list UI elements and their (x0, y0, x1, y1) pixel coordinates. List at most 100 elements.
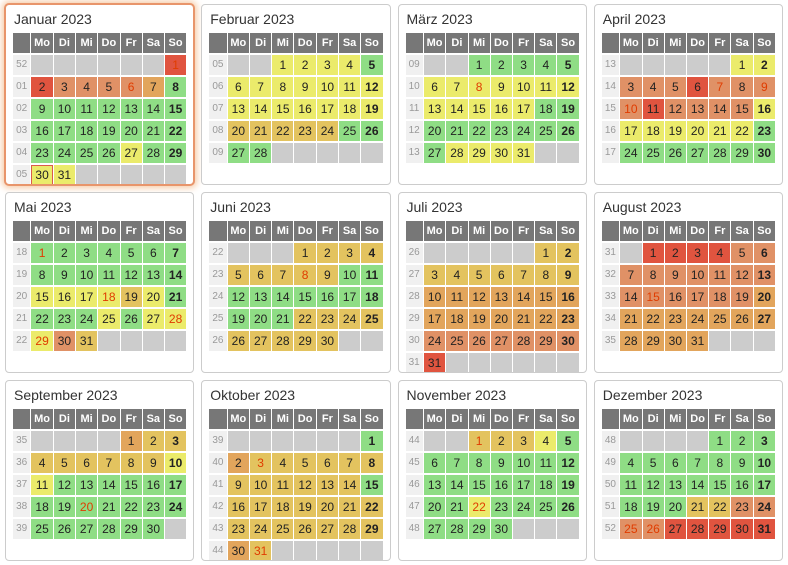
day-cell[interactable]: 23 (53, 309, 75, 329)
day-cell[interactable]: 29 (164, 143, 187, 163)
day-cell[interactable]: 4 (31, 453, 53, 473)
day-cell[interactable]: 7 (620, 265, 642, 285)
day-cell[interactable]: 1 (468, 55, 490, 75)
day-cell[interactable]: 23 (664, 309, 686, 329)
day-cell[interactable]: 11 (535, 77, 557, 97)
day-cell[interactable]: 20 (316, 497, 338, 517)
day-cell[interactable]: 26 (227, 331, 250, 351)
day-cell[interactable]: 17 (513, 475, 535, 495)
day-cell[interactable]: 11 (31, 475, 53, 495)
day-cell[interactable]: 9 (490, 453, 513, 473)
day-cell[interactable]: 8 (272, 77, 294, 97)
day-cell[interactable]: 23 (490, 121, 513, 141)
day-cell[interactable]: 19 (557, 475, 579, 495)
day-cell[interactable]: 16 (294, 99, 316, 119)
day-cell[interactable]: 6 (227, 77, 250, 97)
day-cell[interactable]: 22 (164, 121, 187, 141)
day-cell[interactable]: 12 (468, 287, 490, 307)
day-cell[interactable]: 29 (535, 331, 557, 351)
day-cell[interactable]: 31 (753, 519, 775, 539)
day-cell[interactable]: 1 (709, 431, 731, 451)
day-cell[interactable]: 16 (557, 287, 579, 307)
day-cell[interactable]: 29 (294, 331, 316, 351)
day-cell[interactable]: 23 (227, 519, 250, 539)
day-cell[interactable]: 5 (642, 453, 664, 473)
day-cell[interactable]: 13 (686, 99, 709, 119)
day-cell[interactable]: 10 (53, 99, 75, 119)
day-cell[interactable]: 13 (316, 475, 338, 495)
day-cell[interactable]: 3 (53, 77, 75, 97)
day-cell[interactable]: 21 (513, 309, 535, 329)
day-cell[interactable]: 26 (731, 309, 753, 329)
day-cell[interactable]: 12 (557, 77, 579, 97)
day-cell[interactable]: 26 (53, 519, 75, 539)
day-cell-holiday[interactable]: 28 (164, 309, 187, 329)
day-cell[interactable]: 2 (664, 243, 686, 263)
day-cell[interactable]: 16 (490, 475, 513, 495)
day-cell[interactable]: 1 (272, 55, 294, 75)
day-cell[interactable]: 30 (753, 143, 775, 163)
day-cell[interactable]: 14 (98, 475, 120, 495)
day-cell[interactable]: 23 (490, 497, 513, 517)
day-cell[interactable]: 7 (98, 453, 120, 473)
day-cell[interactable]: 17 (164, 475, 187, 495)
day-cell[interactable]: 17 (250, 497, 272, 517)
day-cell[interactable]: 17 (620, 121, 642, 141)
day-cell[interactable]: 21 (446, 497, 468, 517)
day-cell[interactable]: 18 (446, 309, 468, 329)
day-cell[interactable]: 7 (338, 453, 361, 473)
day-cell-holiday[interactable]: 6 (120, 77, 142, 97)
day-cell[interactable]: 22 (120, 497, 142, 517)
day-cell[interactable]: 18 (620, 497, 642, 517)
day-cell[interactable]: 5 (294, 453, 316, 473)
day-cell[interactable]: 2 (227, 453, 250, 473)
day-cell[interactable]: 18 (535, 99, 557, 119)
day-cell[interactable]: 5 (227, 265, 250, 285)
day-cell[interactable]: 30 (316, 331, 338, 351)
day-cell[interactable]: 26 (361, 121, 383, 141)
day-cell[interactable]: 23 (142, 497, 164, 517)
day-cell[interactable]: 21 (250, 121, 272, 141)
day-cell[interactable]: 10 (686, 265, 709, 285)
day-cell[interactable]: 14 (142, 99, 164, 119)
day-cell[interactable]: 19 (120, 287, 142, 307)
month-card-januar-2023[interactable]: Januar 2023 Mo Di Mi Do Fr Sa So 52 1 01 2 3 4 5 6 7 8 02 9… (5, 4, 195, 185)
day-cell[interactable]: 2 (316, 243, 338, 263)
day-cell[interactable]: 24 (753, 497, 775, 517)
day-cell[interactable]: 9 (490, 77, 513, 97)
day-cell[interactable]: 3 (423, 265, 446, 285)
day-cell[interactable]: 14 (446, 475, 468, 495)
day-cell-holiday[interactable]: 20 (76, 497, 98, 517)
day-cell[interactable]: 18 (31, 497, 53, 517)
day-cell[interactable]: 28 (513, 331, 535, 351)
day-cell[interactable]: 9 (664, 265, 686, 285)
day-cell[interactable]: 17 (338, 287, 361, 307)
day-cell[interactable]: 15 (709, 475, 731, 495)
day-cell[interactable]: 11 (620, 475, 642, 495)
day-cell[interactable]: 20 (227, 121, 250, 141)
day-cell[interactable]: 5 (361, 55, 383, 75)
day-cell[interactable]: 16 (753, 99, 775, 119)
day-cell[interactable]: 22 (468, 121, 490, 141)
month-card-m-rz-2023[interactable]: März 2023 Mo Di Mi Do Fr Sa So 09 1 2 3 4 5 10 6 7 8 9 10 11… (397, 4, 587, 185)
day-cell[interactable]: 9 (294, 77, 316, 97)
day-cell[interactable]: 6 (250, 265, 272, 285)
day-cell[interactable]: 9 (557, 265, 579, 285)
day-cell[interactable]: 24 (76, 309, 98, 329)
day-cell[interactable]: 14 (513, 287, 535, 307)
day-cell[interactable]: 26 (557, 497, 579, 517)
day-cell[interactable]: 5 (664, 77, 686, 97)
day-cell[interactable]: 18 (76, 121, 98, 141)
day-cell[interactable]: 15 (120, 475, 142, 495)
day-cell-holiday[interactable]: 26 (642, 519, 664, 539)
month-card-september-2023[interactable]: September 2023 Mo Di Mi Do Fr Sa So 35 1 2 3 36 4 5 6 7 8… (5, 380, 195, 561)
day-cell[interactable]: 26 (468, 331, 490, 351)
day-cell[interactable]: 13 (490, 287, 513, 307)
day-cell[interactable]: 10 (338, 265, 361, 285)
day-cell[interactable]: 8 (709, 453, 731, 473)
day-cell[interactable]: 31 (53, 165, 75, 184)
day-cell[interactable]: 15 (468, 475, 490, 495)
day-cell[interactable]: 17 (513, 99, 535, 119)
day-cell[interactable]: 19 (468, 309, 490, 329)
day-cell[interactable]: 30 (731, 519, 753, 539)
